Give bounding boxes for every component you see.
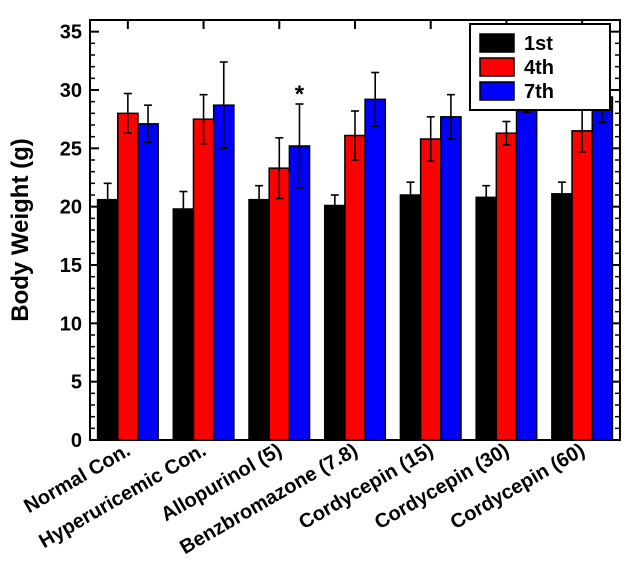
bar	[592, 97, 612, 440]
legend-label: 7th	[524, 81, 554, 103]
bar	[98, 200, 118, 440]
bar	[325, 206, 345, 441]
bar	[572, 131, 592, 440]
svg-text:35: 35	[60, 22, 82, 44]
bar	[138, 124, 158, 440]
significance-marker: *	[295, 81, 305, 108]
bar	[193, 119, 213, 440]
bar	[118, 113, 138, 440]
bar	[517, 96, 537, 440]
legend-swatch	[480, 82, 514, 100]
bar	[400, 195, 420, 440]
svg-text:25: 25	[60, 138, 82, 160]
bar	[249, 200, 269, 440]
legend-swatch	[480, 58, 514, 76]
svg-text:5: 5	[71, 372, 82, 394]
bar	[269, 168, 289, 440]
legend-swatch	[480, 34, 514, 52]
legend-label: 4th	[524, 57, 554, 79]
chart-container: 05101520253035Body Weight (g)Normal Con.…	[0, 0, 638, 582]
svg-text:30: 30	[60, 80, 82, 102]
bar	[496, 133, 516, 440]
bar	[214, 105, 234, 440]
y-axis-label: Body Weight (g)	[7, 138, 34, 322]
bar-chart: 05101520253035Body Weight (g)Normal Con.…	[0, 0, 638, 582]
svg-text:20: 20	[60, 197, 82, 219]
bar	[476, 197, 496, 440]
bar	[365, 99, 385, 440]
bar	[552, 194, 572, 440]
bar	[345, 136, 365, 441]
bar	[441, 117, 461, 440]
bar	[173, 209, 193, 440]
legend-label: 1st	[524, 33, 553, 55]
bar	[289, 146, 309, 440]
svg-text:15: 15	[60, 255, 82, 277]
bar	[421, 139, 441, 440]
svg-text:0: 0	[71, 430, 82, 452]
svg-text:10: 10	[60, 313, 82, 335]
